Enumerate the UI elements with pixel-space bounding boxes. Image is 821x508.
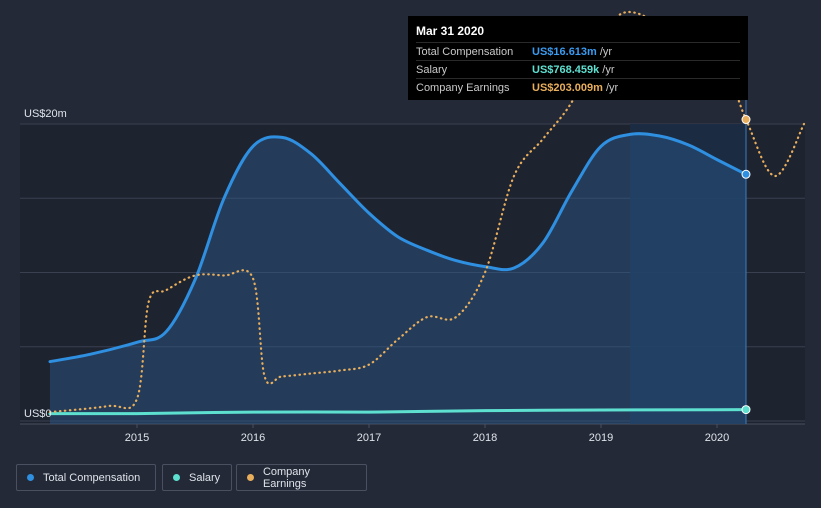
tooltip-row: Company Earnings US$203.009m /yr — [416, 78, 740, 96]
legend-total-compensation[interactable]: Total Compensation — [16, 464, 156, 491]
tooltip-row: Total Compensation US$16.613m /yr — [416, 42, 740, 60]
x-tick-label: 2018 — [473, 432, 497, 444]
legend-dot — [27, 474, 34, 481]
tooltip-value: US$203.009m — [532, 81, 603, 94]
tooltip-value: US$16.613m — [532, 45, 597, 58]
salary-line — [48, 408, 748, 416]
legend-label: Total Compensation — [43, 471, 141, 484]
highlight-band — [630, 124, 746, 424]
company-earnings-marker — [741, 115, 751, 125]
x-tick-label: 2019 — [589, 432, 613, 444]
tooltip-value: US$768.459k — [532, 63, 600, 76]
legend-company-earnings[interactable]: Company Earnings — [236, 464, 367, 491]
total-compensation-area — [50, 133, 746, 424]
legend-label: Salary — [189, 471, 221, 484]
legend-salary[interactable]: Salary — [162, 464, 232, 491]
x-tick-label: 2020 — [705, 432, 729, 444]
y-axis-label-bottom: US$0 — [24, 408, 52, 420]
tooltip-label: Total Compensation — [416, 45, 514, 58]
tooltip-unit: /yr — [602, 63, 615, 76]
legend-dot — [247, 474, 254, 481]
tooltip: Mar 31 2020 Total Compensation US$16.613… — [408, 16, 748, 100]
legend-label: Company Earnings — [262, 465, 311, 490]
area-layer — [50, 124, 746, 424]
x-axis: 2015 2016 2017 2018 2019 2020 — [125, 424, 729, 444]
x-tick-label: 2016 — [241, 432, 265, 444]
legend-dot — [173, 474, 180, 481]
salary-marker — [741, 405, 751, 415]
total-compensation-line — [48, 132, 748, 364]
tooltip-date: Mar 31 2020 — [416, 24, 485, 38]
tooltip-label: Company Earnings — [416, 81, 510, 94]
x-tick-label: 2015 — [125, 432, 149, 444]
tooltip-row: Salary US$768.459k /yr — [416, 60, 740, 78]
x-tick-label: 2017 — [357, 432, 381, 444]
tooltip-label: Salary — [416, 63, 448, 76]
tooltip-unit: /yr — [599, 45, 613, 58]
y-axis-label-top: US$20m — [24, 108, 67, 120]
tooltip-unit: /yr — [605, 81, 619, 94]
total-compensation-marker — [741, 169, 751, 179]
